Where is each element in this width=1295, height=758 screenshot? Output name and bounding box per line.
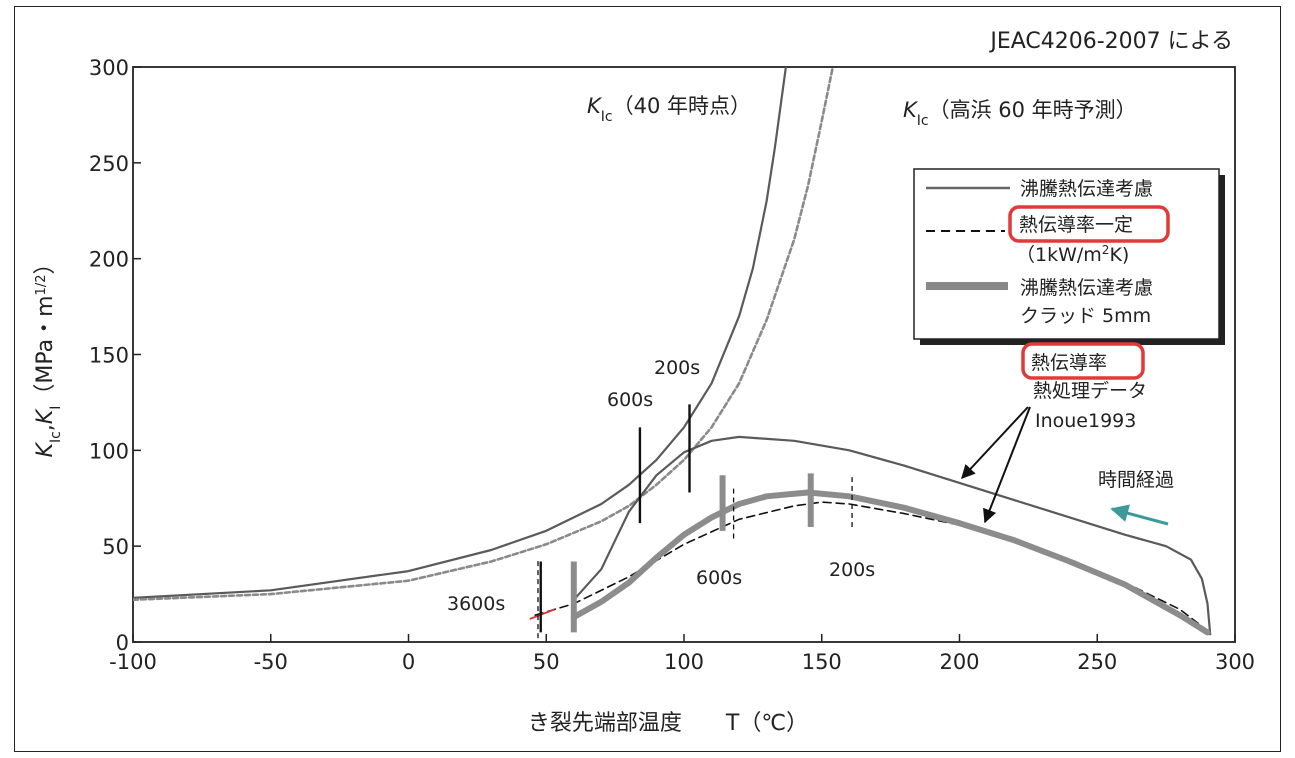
x-axis-label: き裂先端部温度 T（℃）	[528, 711, 808, 736]
legend-label-boiling-clad: 沸騰熱伝達考慮	[1020, 277, 1153, 299]
legend-label-const-conductivity-unit: （1kW/m2K)	[1016, 243, 1129, 266]
annotation-conductivity: 熱伝導率	[1031, 352, 1107, 374]
x-tick-label: -50	[254, 650, 288, 674]
label-3600s: 3600s	[447, 593, 505, 615]
label-200s-bottom: 200s	[829, 559, 875, 581]
x-tick-label: 300	[1215, 650, 1255, 674]
figure-frame	[14, 6, 1281, 752]
legend-box	[913, 168, 1220, 340]
x-tick-label: 50	[533, 650, 560, 674]
time-elapsed-arrow	[1110, 504, 1169, 526]
x-tick-label: 100	[664, 650, 704, 674]
y-tick-label: 150	[89, 344, 129, 368]
legend-label-boiling: 沸騰熱伝達考慮	[1020, 178, 1153, 200]
y-axis-label: KIc,KI（MPa・m1/2）	[33, 253, 64, 458]
y-tick-label: 250	[89, 152, 129, 176]
y-tick-label: 50	[102, 535, 129, 559]
series-line-2	[572, 435, 1212, 636]
curve-label-kic-60: KIc（高浜 60 年時予測）	[903, 98, 1137, 129]
label-600s-top: 600s	[607, 389, 653, 411]
annotation-time-elapsed: 時間経過	[1098, 469, 1174, 491]
series-line-0	[133, 67, 787, 599]
red-segment	[529, 608, 555, 620]
legend-label-clad-5mm: クラッド 5mm	[1020, 305, 1151, 327]
annotation-heat-treatment-data: 熱処理データ	[1033, 380, 1147, 402]
series-layer	[133, 67, 1212, 636]
arrow-to-thin-curve	[961, 406, 1029, 480]
x-tick-label: 250	[1077, 650, 1117, 674]
x-tick-label: 200	[939, 650, 979, 674]
y-tick-label: 300	[89, 56, 129, 80]
x-tick-label: 0	[402, 650, 415, 674]
arrow-to-dashed-curve	[983, 406, 1031, 524]
series-line-1	[133, 67, 835, 602]
x-tick-label: -100	[109, 650, 157, 674]
curve-label-kic-40: KIc（40 年時点）	[587, 94, 751, 125]
annotation-highlight	[1021, 342, 1145, 380]
legend: 沸騰熱伝達考慮 熱伝導率一定 （1kW/m2K) 沸騰熱伝達考慮 クラッド 5m…	[913, 168, 1225, 345]
label-600s-bottom: 600s	[696, 567, 742, 589]
axis-ticks: -100 -50 0 50 100 150 200 250 300 0 50 100 150 200 250…	[89, 56, 1255, 674]
label-200s-top: 200s	[654, 357, 700, 379]
series-line-4	[570, 489, 1211, 636]
y-tick-label: 100	[89, 439, 129, 463]
y-tick-label: 200	[89, 248, 129, 272]
time-marker-layer	[537, 404, 853, 639]
x-tick-label: 150	[802, 650, 842, 674]
chart-title: JEAC4206-2007 による	[988, 29, 1233, 54]
y-tick-label: 0	[116, 631, 129, 655]
annotation-inoue1993: Inoue1993	[1035, 410, 1136, 432]
legend-label-const-conductivity: 熱伝導率一定	[1019, 214, 1133, 236]
legend-highlight	[1008, 205, 1170, 243]
